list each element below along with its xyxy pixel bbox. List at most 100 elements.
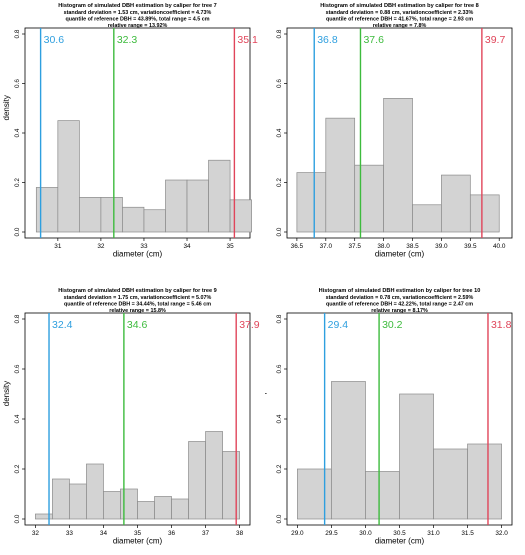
x-tick-label: 31	[54, 243, 62, 250]
x-tick-label: 32	[97, 243, 105, 250]
y-tick-label: 0.8	[14, 314, 21, 323]
chart-subtitle-line: standard deviation = 1.75 cm, variationc…	[64, 295, 212, 301]
chart-panel-3: Histogram of simulated DBH estimation by…	[2, 288, 260, 546]
histogram-bar	[120, 488, 138, 520]
y-tick-label: 0.4	[276, 414, 283, 423]
max-value-label: 37.9	[239, 319, 260, 331]
x-axis-label: diameter (cm)	[375, 537, 425, 546]
x-tick-label: 35	[227, 243, 235, 250]
x-tick-label: 37.5	[348, 243, 361, 250]
reference-value-label: 34.6	[127, 319, 148, 331]
histogram-bar	[186, 179, 209, 233]
chart-subtitle-line: relative range = 8.17%	[371, 308, 428, 314]
histogram-bar	[103, 491, 121, 520]
chart-subtitle-line: relative range = 13.92%	[108, 23, 168, 29]
x-tick-label: 34	[183, 243, 191, 250]
histogram-bar	[383, 97, 413, 233]
x-tick-label: 34	[100, 530, 108, 537]
histogram-bar	[171, 498, 189, 520]
reference-value-label: 30.2	[382, 319, 403, 331]
chart-subtitle-line: standard deviation = 0.88 cm, variationc…	[326, 10, 474, 16]
y-tick-label: 0.2	[14, 178, 21, 187]
y-tick-label: 0.0	[276, 514, 283, 523]
histogram-bar	[57, 120, 80, 233]
histogram-bar	[469, 194, 500, 233]
histogram-bar	[433, 448, 468, 520]
chart-subtitle-line: quantile of reference DBH = 42.22%, tota…	[326, 301, 473, 307]
x-tick-label: 40.0	[493, 243, 506, 250]
y-tick-label: 0.8	[276, 29, 283, 38]
histogram-bar	[412, 204, 442, 233]
y-tick-label: 0.8	[14, 29, 21, 38]
chart-subtitle-line: standard deviation = 0.78 cm, variationc…	[326, 295, 474, 301]
histogram-bar	[69, 483, 87, 520]
histogram-bar	[86, 463, 104, 520]
chart-subtitle-line: relative range = 7.8%	[373, 23, 427, 29]
histogram-bar	[229, 199, 252, 233]
min-value-label: 30.6	[44, 34, 65, 46]
histogram-bar	[35, 187, 59, 233]
x-tick-label: 29.5	[325, 530, 338, 537]
y-tick-label: 0.4	[276, 128, 283, 137]
x-axis-label: diameter (cm)	[113, 250, 163, 259]
histogram-bar	[79, 197, 102, 233]
x-tick-label: 37.0	[320, 243, 333, 250]
chart-subtitle-line: relative range = 15.8%	[109, 308, 166, 314]
histogram-bar	[325, 117, 356, 233]
x-tick-label: 38	[236, 530, 244, 537]
x-tick-label: 37	[202, 530, 210, 537]
chart-subtitle-line: standard deviation = 1.53 cm, variationc…	[64, 10, 212, 16]
y-axis-label: '	[264, 392, 273, 394]
histogram-bar	[354, 164, 384, 233]
histogram-bar	[467, 443, 502, 520]
histogram-bar	[222, 451, 240, 520]
x-tick-label: 31.5	[461, 530, 474, 537]
x-tick-label: 36.5	[291, 243, 304, 250]
y-tick-label: 0.0	[14, 514, 21, 523]
histogram-bar	[441, 174, 471, 233]
chart-title: Histogram of simulated DBH estimation by…	[320, 3, 479, 9]
y-tick-label: 0.2	[14, 464, 21, 473]
chart-panel-4: Histogram of simulated DBH estimation by…	[264, 288, 513, 546]
x-tick-label: 32.0	[495, 530, 508, 537]
x-axis-label: diameter (cm)	[375, 250, 425, 259]
chart-title: Histogram of simulated DBH estimation by…	[58, 3, 217, 9]
min-value-label: 36.8	[317, 34, 338, 46]
histogram-bar	[143, 209, 166, 233]
y-tick-label: 0.0	[276, 227, 283, 236]
chart-subtitle-line: quantile of reference DBH = 34.44%, tota…	[64, 301, 211, 307]
chart-subtitle-line: quantile of reference DBH = 41.67%, tota…	[326, 16, 473, 22]
chart-title: Histogram of simulated DBH estimation by…	[58, 288, 217, 294]
min-value-label: 32.4	[52, 319, 73, 331]
y-tick-label: 0.6	[276, 79, 283, 88]
histogram-bar	[154, 496, 172, 520]
chart-panel-2: Histogram of simulated DBH estimation by…	[276, 3, 513, 259]
x-tick-label: 30.5	[393, 530, 406, 537]
x-tick-label: 36	[168, 530, 176, 537]
x-tick-label: 30.0	[359, 530, 372, 537]
histogram-bar	[137, 501, 155, 520]
y-axis-label: density	[2, 95, 11, 120]
histogram-bar	[208, 159, 231, 233]
histogram-bar	[165, 179, 188, 233]
histogram-bar	[399, 393, 434, 520]
y-tick-label: 0.2	[276, 178, 283, 187]
x-tick-label: 38.5	[406, 243, 419, 250]
y-axis-label: density	[2, 381, 11, 406]
histogram-bar	[297, 468, 332, 520]
chart-panel-1: Histogram of simulated DBH estimation by…	[2, 3, 258, 259]
x-tick-label: 35	[134, 530, 142, 537]
reference-value-label: 37.6	[363, 34, 384, 46]
x-tick-label: 32	[32, 530, 40, 537]
x-tick-label: 38.0	[377, 243, 390, 250]
x-tick-label: 33	[66, 530, 74, 537]
histogram-bar	[100, 197, 123, 233]
y-tick-label: 0.6	[14, 364, 21, 373]
x-tick-label: 31.0	[427, 530, 440, 537]
x-tick-label: 39.5	[464, 243, 477, 250]
max-value-label: 31.8	[491, 319, 512, 331]
chart-title: Histogram of simulated DBH estimation by…	[319, 288, 481, 294]
histogram-bar	[296, 172, 327, 233]
